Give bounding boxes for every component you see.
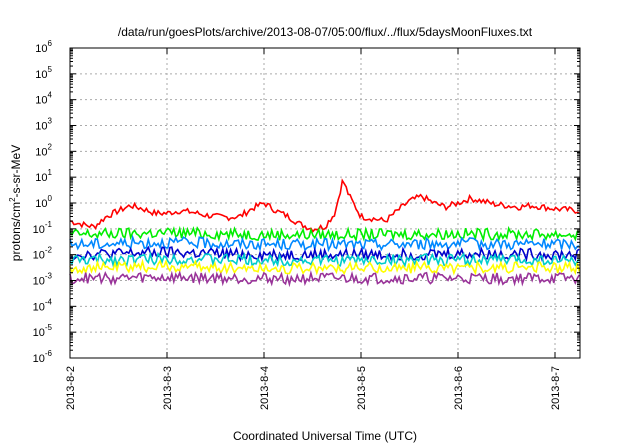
x-axis: 2013-8-2 2013-8-3 2013-8-4 2013-8-5 2013-8-6… (65, 48, 562, 410)
y-axis: 10-610-510-410-310-210-11001011021031041… (33, 39, 580, 365)
y-tick-base: 10 (33, 301, 45, 313)
y-tick-exponent: 3 (48, 117, 53, 126)
y-axis-label-part-2: -s-sr-MeV (9, 145, 23, 198)
x-axis-label: Coordinated Universal Time (UTC) (233, 429, 417, 443)
y-tick-label: 10-4 (33, 297, 53, 313)
chart-title: /data/run/goesPlots/archive/2013-08-07/0… (118, 25, 533, 39)
series-line (69, 258, 580, 276)
y-tick-label: 106 (35, 39, 52, 55)
y-axis-label-exponent: 2 (8, 197, 17, 202)
y-axis-label: protons/cm2-s-sr-MeV (8, 145, 23, 261)
y-tick-base: 10 (35, 198, 47, 210)
x-tick-label: 2013-8-7 (550, 366, 562, 410)
series-line (69, 234, 580, 253)
y-tick-exponent: 1 (48, 168, 53, 177)
y-tick-base: 10 (35, 146, 47, 158)
y-tick-base: 10 (35, 43, 47, 55)
y-tick-base: 10 (33, 353, 45, 365)
y-tick-exponent: -1 (45, 220, 53, 229)
series-group (69, 178, 580, 288)
y-tick-base: 10 (33, 224, 45, 236)
y-tick-base: 10 (33, 327, 45, 339)
x-tick-label: 2013-8-4 (259, 366, 271, 410)
y-tick-exponent: -5 (45, 323, 53, 332)
series-line (69, 178, 580, 233)
y-tick-base: 10 (35, 121, 47, 133)
x-tick-label: 2013-8-3 (162, 366, 174, 410)
y-tick-base: 10 (35, 95, 47, 107)
y-tick-base: 10 (35, 172, 47, 184)
y-tick-exponent: -6 (45, 349, 53, 358)
y-tick-label: 10-2 (33, 246, 53, 262)
series-line (69, 250, 580, 269)
y-tick-exponent: -2 (45, 246, 53, 255)
y-tick-base: 10 (33, 250, 45, 262)
series-line (69, 270, 580, 288)
y-tick-label: 104 (35, 91, 52, 107)
y-tick-label: 103 (35, 117, 52, 133)
y-tick-label: 10-5 (33, 323, 53, 339)
x-tick-label: 2013-8-2 (65, 366, 77, 410)
grid (70, 48, 580, 358)
x-tick-label: 2013-8-6 (453, 366, 465, 410)
y-tick-label: 10-3 (33, 272, 53, 288)
y-tick-exponent: 6 (48, 39, 53, 48)
y-tick-base: 10 (33, 276, 45, 288)
y-axis-label-part-1: protons/cm (9, 202, 23, 261)
y-tick-exponent: -3 (45, 272, 53, 281)
y-tick-label: 100 (35, 194, 52, 210)
y-tick-exponent: 5 (48, 65, 53, 74)
y-tick-label: 10-6 (33, 349, 53, 365)
x-tick-label: 2013-8-5 (356, 366, 368, 410)
series-line (69, 245, 580, 263)
y-tick-label: 10-1 (33, 220, 53, 236)
y-tick-exponent: -4 (45, 297, 53, 306)
y-tick-exponent: 4 (48, 91, 53, 100)
y-tick-exponent: 0 (48, 194, 53, 203)
y-tick-label: 101 (35, 168, 52, 184)
y-tick-exponent: 2 (48, 142, 53, 151)
y-tick-label: 105 (35, 65, 52, 81)
y-tick-base: 10 (35, 69, 47, 81)
y-tick-label: 102 (35, 142, 52, 158)
